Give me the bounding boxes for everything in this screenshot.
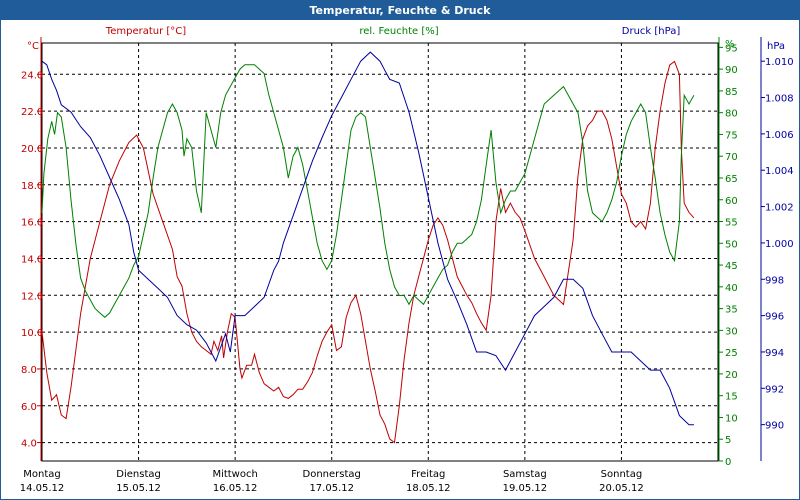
chart-grid	[42, 43, 718, 461]
x-day-label: Samstag	[503, 469, 547, 480]
temperature-unit-label: °C	[27, 41, 39, 52]
pressure-tick-label: 996	[765, 312, 784, 323]
humidity-tick-label: 70	[725, 152, 738, 163]
pressure-tick-label: 990	[765, 421, 784, 432]
humidity-series-label: rel. Feuchte [%]	[359, 26, 438, 37]
x-day-label: Freitag	[411, 469, 445, 480]
humidity-tick-label: 95	[725, 43, 738, 54]
pressure-tick-label: 992	[765, 384, 784, 395]
x-date-label: 16.05.12	[213, 483, 258, 494]
humidity-tick-label: 35	[725, 305, 738, 316]
temperature-tick-label: 20.0	[21, 144, 43, 155]
humidity-series-line	[41, 64, 695, 318]
humidity-tick-label: 60	[725, 196, 738, 207]
x-day-label: Sonntag	[601, 469, 643, 480]
temperature-tick-label: 16.0	[21, 218, 43, 229]
x-date-label: 19.05.12	[503, 483, 548, 494]
humidity-tick-label: 20	[725, 370, 738, 381]
temperature-tick-label: 12.0	[21, 291, 43, 302]
temperature-series-label: Temperatur [°C]	[105, 26, 186, 37]
humidity-tick-label: 5	[725, 435, 731, 446]
humidity-tick-label: 30	[725, 326, 738, 337]
humidity-tick-label: 40	[725, 283, 738, 294]
x-date-label: 17.05.12	[309, 483, 354, 494]
pressure-tick-label: 1.006	[765, 130, 794, 141]
x-date-label: 20.05.12	[599, 483, 644, 494]
humidity-tick-label: 45	[725, 261, 738, 272]
x-day-label: Donnerstag	[303, 469, 361, 480]
plot-frame	[41, 42, 719, 462]
temperature-tick-label: 22.0	[21, 107, 43, 118]
humidity-tick-label: 50	[725, 239, 738, 250]
temperature-tick-label: 4.0	[21, 439, 37, 450]
pressure-tick-label: 1.010	[765, 57, 794, 68]
x-day-label: Montag	[23, 469, 60, 480]
x-day-label: Dienstag	[116, 469, 161, 480]
chart-labels: 4.0 6.0 8.0 10.0 12.0 14.0 16.0 18.0 20.0 22.0 24.…	[20, 26, 794, 494]
temperature-tick-label: 6.0	[21, 402, 37, 413]
humidity-tick-label: 85	[725, 87, 738, 98]
pressure-tick-label: 998	[765, 275, 784, 286]
temperature-tick-label: 24.0	[21, 70, 43, 81]
pressure-tick-label: 994	[765, 348, 784, 359]
pressure-tick-label: 1.002	[765, 203, 794, 214]
x-date-label: 15.05.12	[116, 483, 161, 494]
x-date-label: 18.05.12	[406, 483, 451, 494]
chart-axes	[37, 37, 765, 462]
humidity-unit-label: %	[725, 39, 735, 50]
humidity-tick-label: 15	[725, 392, 738, 403]
temperature-tick-label: 14.0	[21, 254, 43, 265]
humidity-tick-label: 25	[725, 348, 738, 359]
humidity-tick-label: 55	[725, 218, 738, 229]
x-day-label: Mittwoch	[212, 469, 257, 480]
pressure-series-line	[41, 51, 694, 426]
pressure-unit-label: hPa	[767, 41, 785, 52]
pressure-tick-label: 1.000	[765, 239, 794, 250]
pressure-tick-label: 1.008	[765, 94, 794, 105]
weather-chart: 4.0 6.0 8.0 10.0 12.0 14.0 16.0 18.0 20.0 22.0 24.…	[20, 26, 794, 494]
humidity-tick-label: 0	[725, 457, 731, 468]
pressure-series-label: Druck [hPa]	[622, 26, 681, 37]
temperature-tick-label: 18.0	[21, 181, 43, 192]
x-date-label: 14.05.12	[20, 483, 65, 494]
humidity-tick-label: 10	[725, 413, 738, 424]
humidity-tick-label: 90	[725, 65, 738, 76]
pressure-tick-label: 1.004	[765, 166, 794, 177]
humidity-tick-label: 65	[725, 174, 738, 185]
window-title: Temperatur, Feuchte & Druck	[1, 1, 799, 20]
chart-series	[41, 51, 695, 444]
humidity-tick-label: 80	[725, 109, 738, 120]
temperature-tick-label: 8.0	[21, 365, 37, 376]
temperature-tick-label: 10.0	[21, 328, 43, 339]
humidity-tick-label: 75	[725, 130, 738, 141]
